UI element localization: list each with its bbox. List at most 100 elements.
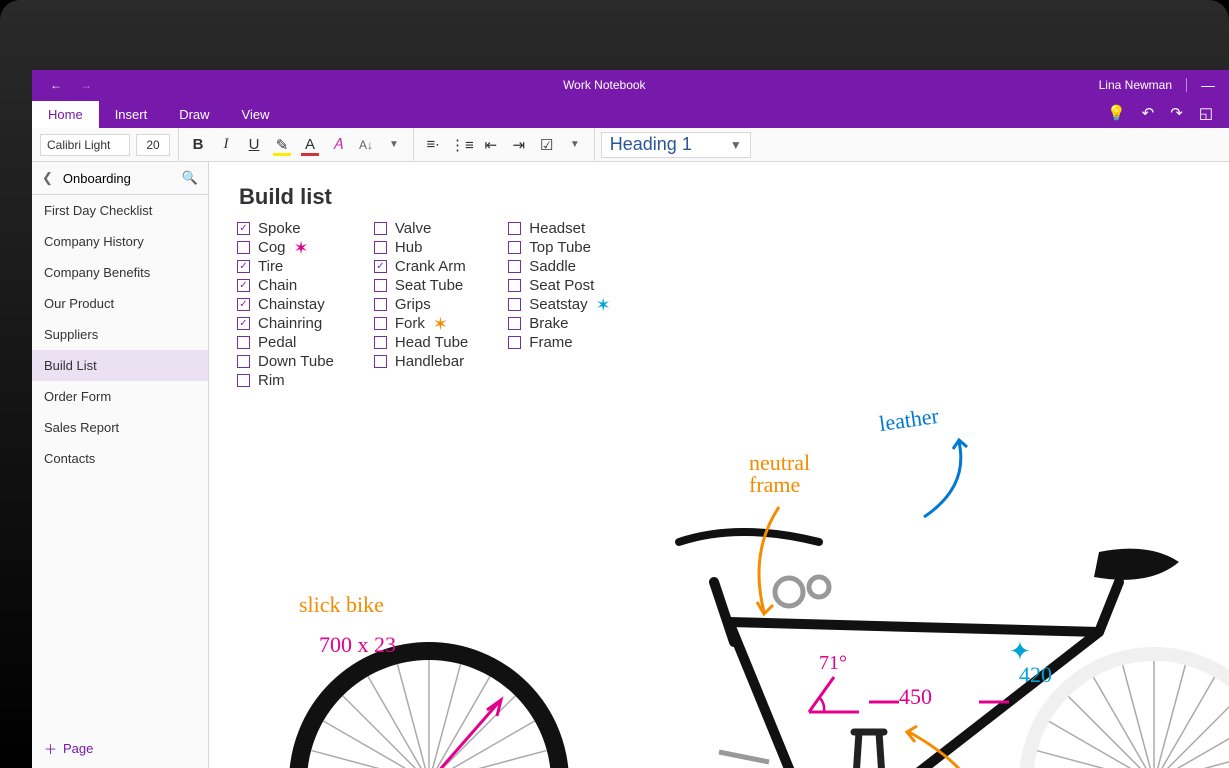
tab-view[interactable]: View [226, 101, 286, 128]
checkbox-icon[interactable] [374, 241, 387, 254]
fullscreen-button[interactable]: ◱ [1199, 104, 1213, 122]
todo-item[interactable]: Hub [374, 239, 468, 256]
bold-button[interactable]: B [187, 133, 209, 157]
more-para-button[interactable]: ▼ [564, 133, 586, 157]
undo-button[interactable]: ↶ [1142, 104, 1155, 122]
page-title[interactable]: Build list [239, 184, 1201, 210]
todo-item[interactable]: Seat Tube [374, 277, 468, 294]
todo-label: Rim [258, 372, 285, 389]
back-button[interactable]: ← [50, 78, 62, 92]
todo-label: Tire [258, 258, 283, 275]
todo-item[interactable]: Down Tube [237, 353, 334, 370]
checkbox-icon[interactable] [374, 336, 387, 349]
outdent-button[interactable]: ⇤ [480, 133, 502, 157]
todo-item[interactable]: Rim [237, 372, 334, 389]
highlight-button[interactable]: ✎ [271, 133, 293, 157]
sidebar-page[interactable]: Company History [32, 226, 208, 257]
add-page-button[interactable]: ＋ Page [32, 729, 208, 768]
checkbox-icon[interactable] [237, 260, 250, 273]
checkbox-icon[interactable] [237, 355, 250, 368]
sidebar-page[interactable]: Our Product [32, 288, 208, 319]
tab-insert[interactable]: Insert [99, 101, 164, 128]
todo-item[interactable]: Spoke [237, 220, 334, 237]
todo-item[interactable]: Handlebar [374, 353, 468, 370]
section-back-button[interactable]: ❮ [42, 170, 53, 186]
sidebar-page[interactable]: Contacts [32, 443, 208, 474]
tab-draw[interactable]: Draw [163, 101, 225, 128]
todo-item[interactable]: Cog✶ [237, 239, 334, 256]
tell-me-icon[interactable]: 💡 [1107, 104, 1126, 122]
todo-item[interactable]: Pedal [237, 334, 334, 351]
plus-icon: ＋ [44, 739, 57, 758]
todo-item[interactable]: Chain [237, 277, 334, 294]
bullets-button[interactable]: ≡∙ [422, 133, 444, 157]
checkbox-icon[interactable] [237, 336, 250, 349]
todo-item[interactable]: Crank Arm [374, 258, 468, 275]
redo-button[interactable]: ↷ [1170, 104, 1183, 122]
sidebar-page[interactable]: Sales Report [32, 412, 208, 443]
search-icon[interactable]: 🔍 [182, 170, 198, 186]
checkbox-icon[interactable] [237, 279, 250, 292]
todo-item[interactable]: Frame [508, 334, 610, 351]
checkbox-icon[interactable] [237, 298, 250, 311]
font-name-selector[interactable]: Calibri Light [40, 134, 130, 156]
checkbox-icon[interactable] [237, 241, 250, 254]
checkbox-icon[interactable] [237, 222, 250, 235]
format-painter-button[interactable]: A↓ [355, 133, 377, 157]
todo-item[interactable]: Headset [508, 220, 610, 237]
checkbox-icon[interactable] [508, 222, 521, 235]
checkbox-icon[interactable] [374, 317, 387, 330]
todo-item[interactable]: Saddle [508, 258, 610, 275]
checkbox-icon[interactable] [374, 260, 387, 273]
todo-item[interactable]: Chainstay [237, 296, 334, 313]
minimize-button[interactable]: — [1201, 77, 1215, 93]
checkbox-icon[interactable] [237, 317, 250, 330]
chevron-down-icon: ▼ [700, 138, 742, 152]
ink-angle [799, 672, 869, 722]
more-font-button[interactable]: ▼ [383, 133, 405, 157]
todo-item[interactable]: Head Tube [374, 334, 468, 351]
todo-item[interactable]: Seat Post [508, 277, 610, 294]
underline-button[interactable]: U [243, 133, 265, 157]
clear-format-button[interactable]: 𝐴 [327, 133, 349, 157]
todo-item[interactable]: Grips [374, 296, 468, 313]
checkbox-icon[interactable] [508, 241, 521, 254]
italic-button[interactable]: I [215, 133, 237, 157]
font-color-button[interactable]: A [299, 133, 321, 157]
numbering-button[interactable]: ⋮≡ [450, 133, 474, 157]
sidebar-page[interactable]: Order Form [32, 381, 208, 412]
todo-item[interactable]: Fork✶ [374, 315, 468, 332]
tab-home[interactable]: Home [32, 101, 99, 128]
todo-item[interactable]: Brake [508, 315, 610, 332]
section-name[interactable]: Onboarding [63, 171, 172, 186]
todo-item[interactable]: Valve [374, 220, 468, 237]
checkbox-icon[interactable] [508, 336, 521, 349]
todo-label: Brake [529, 315, 568, 332]
checkbox-icon[interactable] [508, 279, 521, 292]
checkbox-icon[interactable] [508, 260, 521, 273]
sidebar-page[interactable]: First Day Checklist [32, 195, 208, 226]
todo-item[interactable]: Chainring [237, 315, 334, 332]
indent-button[interactable]: ⇥ [508, 133, 530, 157]
checkbox-icon[interactable] [374, 298, 387, 311]
todo-tag-button[interactable]: ☑ [536, 133, 558, 157]
todo-label: Saddle [529, 258, 576, 275]
todo-item[interactable]: Tire [237, 258, 334, 275]
checkbox-icon[interactable] [508, 317, 521, 330]
sidebar-page[interactable]: Suppliers [32, 319, 208, 350]
forward-button[interactable]: → [80, 78, 92, 92]
checkbox-icon[interactable] [374, 279, 387, 292]
todo-item[interactable]: Top Tube [508, 239, 610, 256]
sidebar-page[interactable]: Build List [32, 350, 208, 381]
styles-dropdown[interactable]: Heading 1 ▼ [601, 132, 751, 158]
sidebar-page[interactable]: Company Benefits [32, 257, 208, 288]
checkbox-icon[interactable] [508, 298, 521, 311]
checkbox-icon[interactable] [374, 222, 387, 235]
todo-item[interactable]: Seatstay✶ [508, 296, 610, 313]
checkbox-icon[interactable] [374, 355, 387, 368]
divider [1186, 78, 1187, 92]
page-canvas[interactable]: Build list Spoke Cog✶ Tire Chain Chainstay Ch… [209, 162, 1229, 768]
user-name[interactable]: Lina Newman [1099, 78, 1172, 92]
checkbox-icon[interactable] [237, 374, 250, 387]
font-size-selector[interactable]: 20 [136, 134, 170, 156]
